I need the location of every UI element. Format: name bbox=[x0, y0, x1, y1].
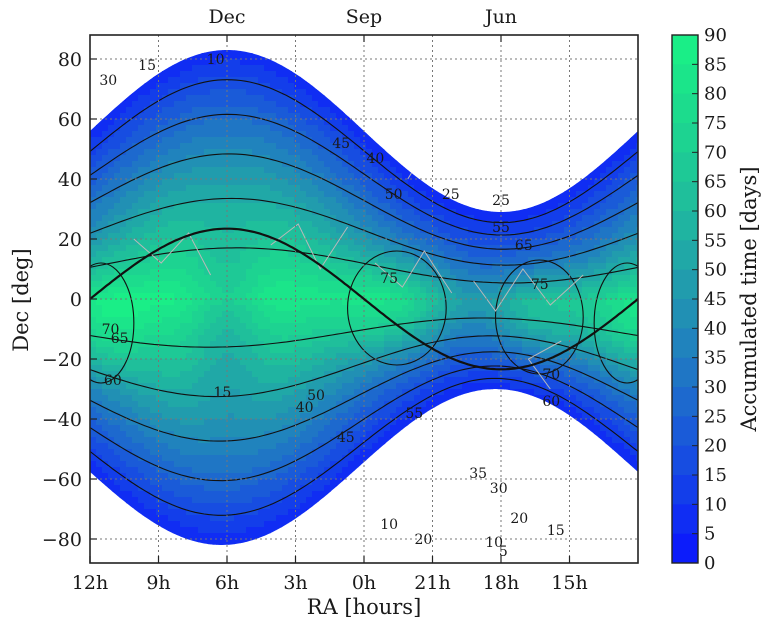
contour-label: 15 bbox=[138, 58, 156, 74]
y-tick-label: 0 bbox=[70, 289, 82, 311]
x-tick-label: 18h bbox=[483, 572, 519, 594]
x-tick-label: 3h bbox=[283, 572, 307, 594]
y-tick-label: 60 bbox=[58, 109, 82, 131]
colorbar-bands bbox=[672, 35, 698, 563]
colorbar-tick-label: 40 bbox=[704, 318, 727, 339]
y-axis-label: Dec [deg] bbox=[9, 248, 33, 351]
contour-label: 30 bbox=[490, 481, 508, 497]
y-tick-label: −20 bbox=[42, 349, 82, 371]
top-axis-label: Dec bbox=[208, 6, 245, 28]
colorbar-tick-label: 65 bbox=[704, 172, 727, 193]
y-tick-label: −40 bbox=[42, 409, 82, 431]
colorbar-tick-label: 35 bbox=[704, 348, 727, 369]
contour-label: 15 bbox=[547, 523, 565, 539]
top-axis-label: Jun bbox=[483, 6, 517, 28]
colorbar-tick-label: 20 bbox=[704, 436, 727, 457]
contour-label: 50 bbox=[307, 388, 325, 404]
contour-label: 30 bbox=[99, 73, 117, 89]
top-axis: Dec Sep Jun bbox=[208, 6, 517, 42]
colorbar-tick-label: 45 bbox=[704, 289, 727, 310]
colorbar-tick-label: 80 bbox=[704, 84, 727, 105]
contour-label: 70 bbox=[102, 322, 120, 338]
x-tick-label: 0h bbox=[352, 572, 376, 594]
y-tick-label: −80 bbox=[42, 529, 82, 551]
ecliptic-curve bbox=[90, 227, 638, 371]
x-tick-label: 9h bbox=[146, 572, 170, 594]
colorbar-label: Accumulated time [days] bbox=[737, 166, 761, 432]
colorbar-tick-label: 25 bbox=[704, 406, 727, 427]
colorbar-tick-label: 55 bbox=[704, 230, 727, 251]
contour-label: 65 bbox=[515, 238, 533, 254]
contour-label: 65 bbox=[111, 331, 129, 347]
contour-label: 60 bbox=[542, 394, 560, 410]
contour-label: 75 bbox=[380, 271, 398, 287]
y-tick-label: 40 bbox=[58, 169, 82, 191]
x-axis-label: RA [hours] bbox=[307, 595, 422, 619]
top-axis-label: Sep bbox=[346, 6, 382, 28]
colorbar-tick-label: 10 bbox=[704, 494, 727, 515]
colorbar: 0 5 10 15 20 25 30 35 40 45 50 55 60 65 70 75 80 85 90 Acc… bbox=[671, 25, 761, 574]
contour-label: 35 bbox=[469, 466, 487, 482]
y-tick-label: 20 bbox=[58, 229, 82, 251]
x-tick-label: 6h bbox=[215, 572, 239, 594]
contour-label: 15 bbox=[214, 385, 232, 401]
colorbar-tick-label: 60 bbox=[704, 201, 727, 222]
contour-label: 20 bbox=[414, 532, 432, 548]
contour-label: 25 bbox=[442, 187, 460, 203]
contour-label: 75 bbox=[531, 277, 549, 293]
contour-label: 55 bbox=[492, 220, 510, 236]
contour-label: 60 bbox=[104, 373, 122, 389]
colorbar-tick-label: 70 bbox=[704, 142, 727, 163]
contour-label: 10 bbox=[207, 52, 225, 68]
colorbar-tick-label: 85 bbox=[704, 54, 727, 75]
colorbar-tick-label: 50 bbox=[704, 260, 727, 281]
contour-label: 25 bbox=[492, 193, 510, 209]
contour-label: 45 bbox=[337, 430, 355, 446]
contour-label: 50 bbox=[385, 187, 403, 203]
colorbar-tick-label: 0 bbox=[704, 553, 715, 574]
colorbar-tick-label: 15 bbox=[704, 465, 727, 486]
contour-label: 20 bbox=[510, 511, 528, 527]
contour-label: 40 bbox=[367, 151, 385, 167]
contour-label: 45 bbox=[332, 136, 350, 152]
x-tick-label: 21h bbox=[414, 572, 450, 594]
y-tick-label: −60 bbox=[42, 469, 82, 491]
colorbar-tick-label: 5 bbox=[704, 524, 715, 545]
y-tick-label: 80 bbox=[58, 49, 82, 71]
contour-label: 40 bbox=[296, 400, 314, 416]
contour-label: 10 bbox=[485, 535, 503, 551]
y-axis: 80 60 40 20 0 −20 −40 −60 −80 bbox=[42, 49, 97, 551]
colorbar-tick-label: 30 bbox=[704, 377, 727, 398]
colorbar-tick-label: 90 bbox=[704, 25, 727, 46]
x-axis: 12h 9h 6h 3h 0h 21h 18h 15h bbox=[72, 556, 588, 594]
contour-label: 55 bbox=[405, 406, 423, 422]
contour-label: 70 bbox=[542, 367, 560, 383]
colorbar-ticks: 0 5 10 15 20 25 30 35 40 45 50 55 60 65 70 75 80 85 90 bbox=[692, 25, 727, 574]
contour-label: 5 bbox=[499, 544, 508, 560]
contour-label: 10 bbox=[380, 517, 398, 533]
x-tick-label: 12h bbox=[72, 572, 108, 594]
x-tick-label: 15h bbox=[551, 572, 587, 594]
colorbar-tick-label: 75 bbox=[704, 113, 727, 134]
